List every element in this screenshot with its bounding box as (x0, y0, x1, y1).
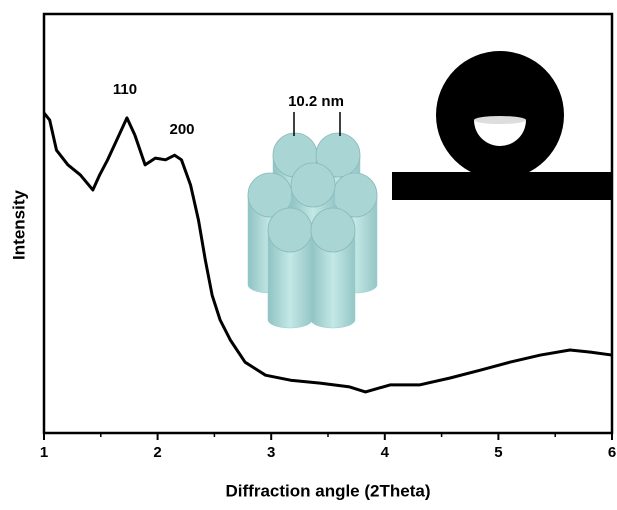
nanotube-illustration (247, 132, 378, 329)
peak-label: 110 (113, 81, 137, 98)
cylinder-top (290, 162, 336, 208)
x-tick-label: 4 (381, 444, 390, 461)
cylinder-top (315, 132, 361, 178)
x-tick-label: 3 (267, 444, 275, 461)
cylinder-top (310, 207, 356, 253)
x-tick-label: 5 (494, 444, 502, 461)
x-tick-label: 2 (153, 444, 161, 461)
cylinder-top (267, 207, 313, 253)
x-tick-label: 6 (608, 444, 616, 461)
peak-label: 200 (169, 121, 194, 138)
droplet-image (392, 51, 612, 200)
y-axis-label: Intensity (9, 190, 28, 260)
x-axis-label: Diffraction angle (2Theta) (226, 481, 431, 500)
size-label: 10.2 nm (288, 93, 344, 110)
x-tick-label: 1 (40, 444, 48, 461)
data-line (42, 111, 613, 394)
cylinder-body (310, 229, 356, 329)
